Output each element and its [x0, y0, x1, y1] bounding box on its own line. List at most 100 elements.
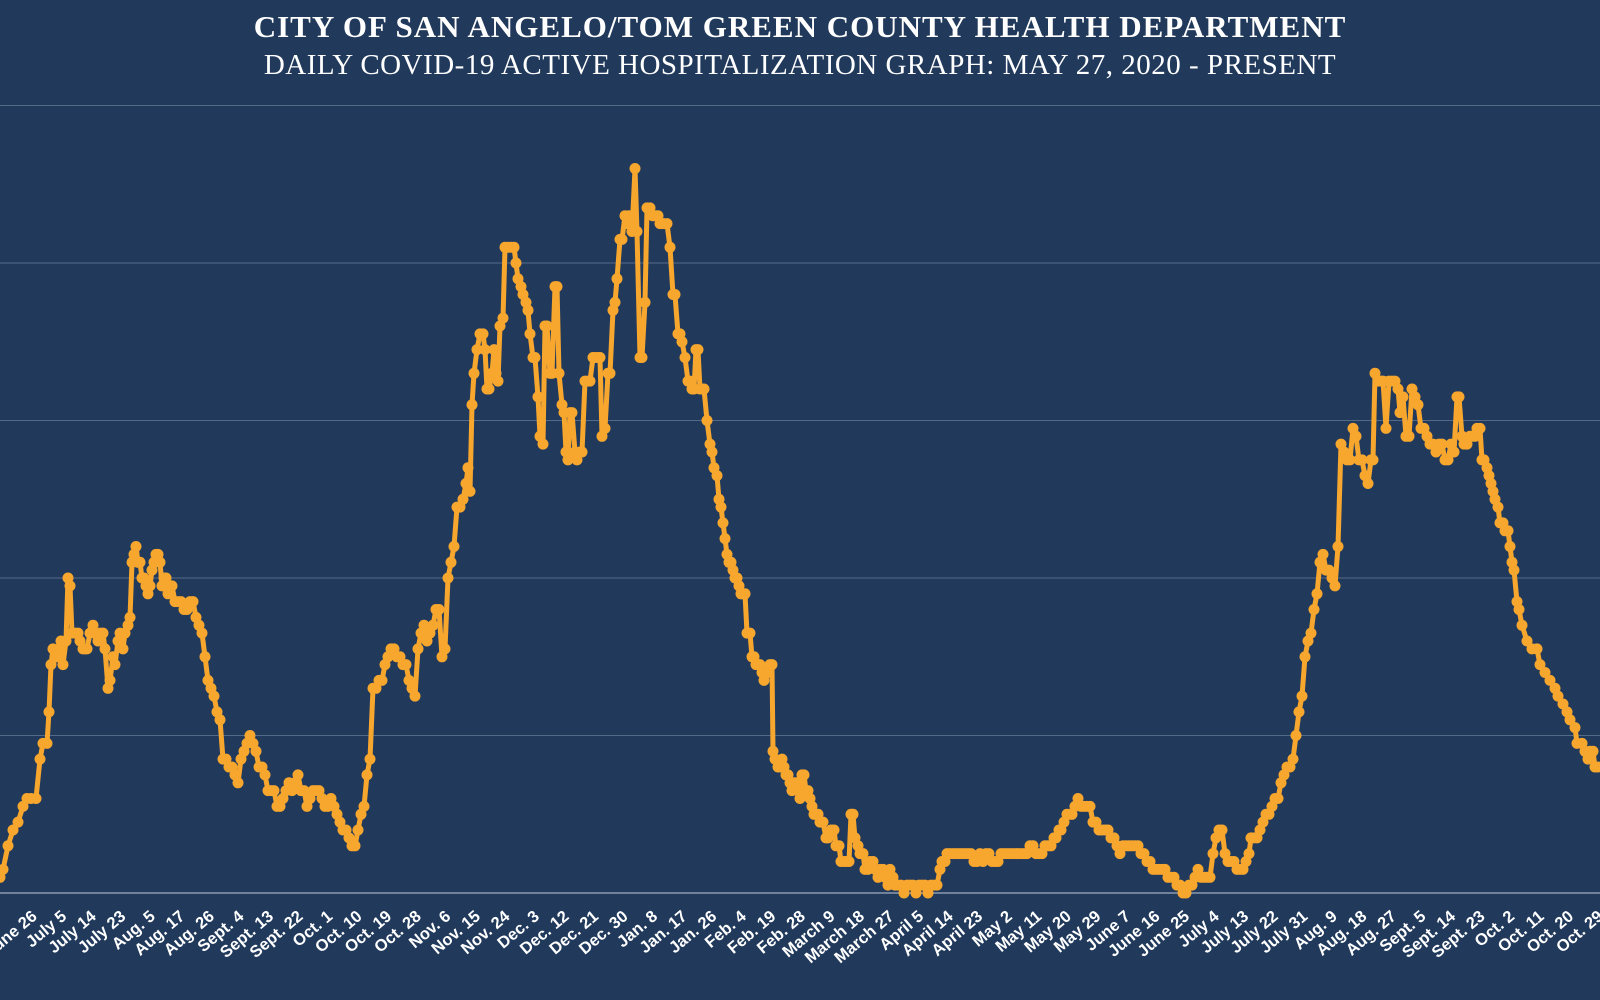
data-point: [661, 218, 673, 230]
data-point: [43, 706, 55, 718]
data-point: [1356, 454, 1368, 466]
data-point: [1544, 674, 1556, 686]
data-point: [109, 659, 121, 671]
data-point: [433, 604, 445, 615]
data-point: [692, 344, 704, 356]
data-point: [817, 816, 829, 828]
data-point: [508, 241, 520, 253]
data-point: [1453, 391, 1465, 403]
data-point: [794, 793, 806, 804]
data-point: [1380, 422, 1392, 434]
data-point: [1332, 541, 1344, 552]
data-point: [1317, 548, 1329, 560]
data-point: [259, 769, 271, 781]
data-point: [409, 690, 421, 702]
data-point: [364, 753, 376, 765]
data-point: [576, 446, 588, 458]
data-point: [1448, 446, 1460, 458]
data-point: [931, 879, 943, 891]
data-point: [232, 777, 244, 789]
data-point: [636, 352, 648, 363]
data-point: [1403, 430, 1415, 442]
data-point: [1293, 706, 1305, 718]
data-point: [551, 281, 563, 293]
data-point: [1502, 525, 1514, 537]
data-point: [1412, 399, 1424, 411]
data-point: [196, 627, 208, 639]
data-point: [488, 344, 500, 356]
data-point: [1442, 454, 1454, 466]
hospitalization-series: [0, 163, 1600, 899]
data-point: [1508, 564, 1520, 576]
data-point: [1394, 407, 1406, 419]
data-point: [676, 336, 688, 348]
data-point: [717, 517, 729, 529]
data-point: [833, 840, 845, 852]
data-point: [1308, 604, 1320, 615]
data-point: [1362, 478, 1374, 489]
data-point: [64, 580, 76, 592]
data-point: [418, 619, 430, 631]
data-point: [1329, 580, 1341, 592]
data-point: [1569, 722, 1581, 734]
data-point: [187, 596, 199, 608]
data-point: [445, 556, 457, 568]
data-point: [1539, 667, 1551, 678]
data-point: [1243, 848, 1255, 860]
data-point: [532, 391, 544, 403]
data-point: [1492, 501, 1504, 513]
data-point: [1531, 643, 1543, 655]
data-point: [199, 651, 211, 663]
data-point: [376, 674, 388, 686]
data-point: [847, 808, 859, 820]
data-point: [117, 643, 129, 655]
data-point: [60, 635, 72, 647]
data-point: [12, 816, 24, 828]
data-point: [130, 541, 142, 552]
data-point: [669, 289, 681, 300]
chart-title-block: CITY OF SAN ANGELO/TOM GREEN COUNTY HEAL…: [0, 8, 1600, 84]
data-point: [1474, 422, 1486, 434]
data-point: [524, 328, 536, 340]
data-point: [497, 312, 509, 324]
data-point: [1513, 604, 1525, 615]
data-point: [268, 785, 280, 797]
data-point: [857, 848, 869, 860]
page-subtitle: DAILY COVID-19 ACTIVE HOSPITALIZATION GR…: [263, 48, 1337, 81]
data-point: [679, 352, 691, 363]
data-point: [483, 383, 495, 395]
data-point: [529, 352, 541, 363]
data-point: [1392, 383, 1404, 395]
data-point: [352, 824, 364, 836]
data-point: [477, 328, 489, 340]
data-point: [609, 296, 621, 308]
data-point: [448, 541, 460, 552]
data-point: [349, 840, 361, 852]
data-point: [34, 753, 46, 765]
data-point: [1311, 588, 1323, 600]
data-point: [292, 769, 304, 781]
data-point: [471, 344, 483, 356]
gridlines: [0, 105, 1600, 894]
data-point: [711, 470, 723, 482]
data-point: [1436, 438, 1448, 450]
data-point: [1207, 848, 1219, 860]
data-point: [766, 659, 778, 671]
data-point: [715, 501, 727, 513]
data-point: [144, 580, 156, 592]
data-point: [562, 454, 574, 466]
data-point: [41, 737, 53, 749]
data-point: [739, 588, 751, 600]
data-point: [698, 383, 710, 395]
data-point: [631, 226, 643, 237]
data-point: [1504, 541, 1516, 552]
data-point: [599, 422, 611, 434]
data-point: [843, 856, 855, 867]
data-point: [604, 367, 616, 379]
data-point: [623, 210, 635, 222]
data-point: [616, 233, 628, 245]
data-point: [30, 793, 42, 804]
data-point: [462, 462, 474, 474]
data-point: [639, 296, 651, 308]
data-point: [412, 643, 424, 655]
